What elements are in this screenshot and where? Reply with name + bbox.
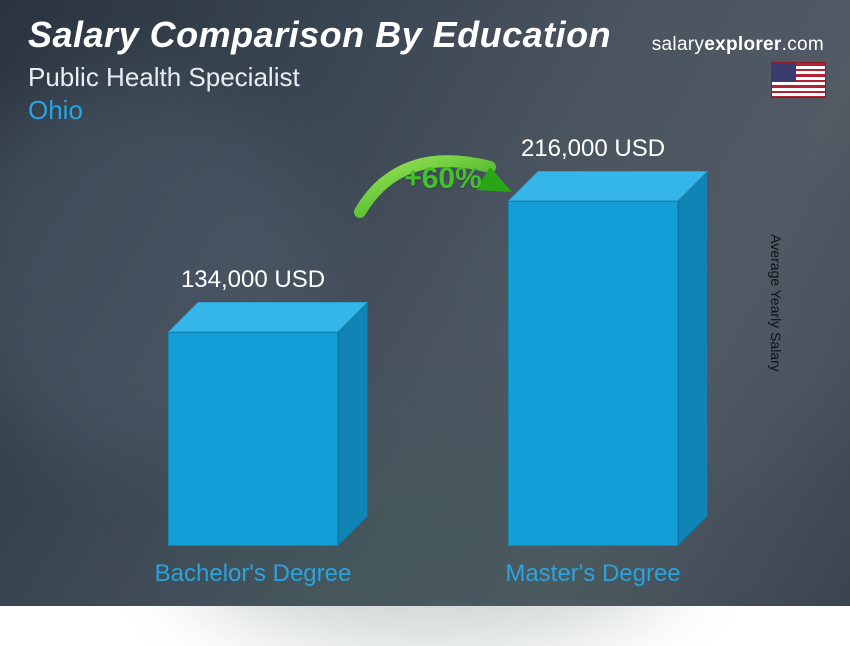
bar-category-label: Master's Degree — [468, 560, 718, 588]
bar-top — [168, 302, 368, 332]
brand-logo: salaryexplorer.com — [652, 34, 824, 56]
bar-front — [168, 332, 338, 546]
delta-text: +60% — [404, 162, 482, 195]
chart-area: +60% 134,000 USDBachelor's Degree216,000… — [0, 150, 850, 606]
chart-canvas: Salary Comparison By Education Public He… — [0, 0, 850, 606]
page-location: Ohio — [28, 95, 822, 126]
bar-side — [338, 302, 368, 546]
bar-master-s-degree — [508, 171, 708, 546]
brand-part2: explorer — [704, 34, 781, 55]
bar-top — [508, 171, 708, 201]
brand-part3: .com — [782, 34, 824, 55]
bar-value-label: 134,000 USD — [138, 266, 368, 294]
us-flag-icon — [771, 62, 826, 98]
bar-category-label: Bachelor's Degree — [128, 560, 378, 588]
bar-side — [678, 171, 708, 546]
page-subtitle: Public Health Specialist — [28, 62, 822, 93]
brand-part1: salary — [652, 34, 704, 55]
header: Salary Comparison By Education Public He… — [28, 14, 822, 126]
delta-badge: +60% — [358, 162, 528, 196]
bar-front — [508, 201, 678, 546]
bar-value-label: 216,000 USD — [478, 135, 708, 163]
bar-bachelor-s-degree — [168, 302, 368, 546]
